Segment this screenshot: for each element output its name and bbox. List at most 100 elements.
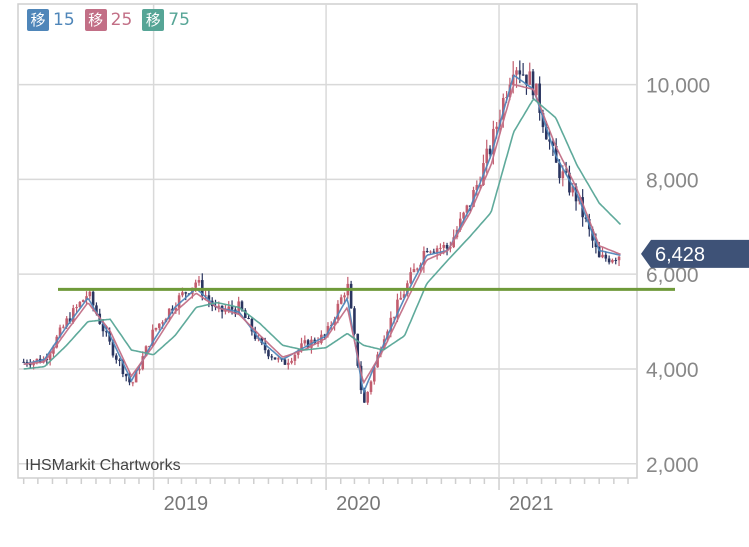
candle-body [75,307,78,309]
legend-item-ma25[interactable]: 移 25 [84,9,132,31]
candle-body [339,297,343,304]
candle-body [574,186,578,202]
candle-body [458,218,462,230]
candle-body [105,331,108,333]
candle-body [505,96,508,98]
legend-badge-ma15: 移 [27,9,49,31]
candle-body [101,323,105,332]
candle-body [303,340,307,344]
candle-body [85,296,88,301]
candle-body [564,171,568,173]
candle-body [157,323,161,328]
candle-body [277,358,280,360]
candle-body [273,357,277,360]
price-candles [22,60,621,405]
candle-body [465,205,469,213]
candle-body [227,306,231,310]
legend-badge-ma75: 移 [142,9,165,31]
candle-body [554,145,558,163]
candle-body [260,337,264,344]
candle-body [62,326,65,328]
candle-body [611,259,614,263]
candle-body [442,245,446,248]
legend: 移 15 移 25 移 75 [27,9,190,31]
candle-body [475,185,479,191]
candle-body [399,297,403,300]
candle-body [68,318,72,323]
candle-body [286,362,290,365]
candle-body [412,269,416,273]
candle-body [429,251,432,253]
candle-body [194,282,197,288]
candle-body [571,186,575,193]
candle-body [551,141,555,146]
candle-body [174,307,178,311]
candle-body [488,148,492,155]
candle-body [134,370,138,383]
candle-body [501,97,505,120]
candle-body [161,322,164,324]
candle-body [323,334,326,336]
candle-body [58,327,62,337]
candle-body [392,316,396,318]
candle-body [415,268,419,270]
legend-item-ma75[interactable]: 移 75 [142,9,190,31]
ma-line-25 [23,83,621,385]
candle-body [22,361,25,363]
candle-body [167,308,171,319]
legend-period-ma15: 15 [53,10,75,30]
candle-body [184,292,188,294]
candle-body [601,254,604,258]
candle-body [118,359,121,361]
watermark: IHSMarkit Chartworks [25,457,181,474]
candle-body [369,381,373,392]
candle-body [343,295,346,298]
candle-body [28,363,32,366]
x-tick-label: 2019 [164,493,209,515]
y-tick-label: 6,000 [646,264,699,287]
candle-body [568,172,571,193]
gridlines [17,3,638,490]
candle-body [561,171,565,179]
candle-body [253,331,257,339]
candle-body [617,256,621,261]
x-tick-label: 2020 [336,493,381,515]
candle-body [614,259,618,261]
candle-body [531,71,535,96]
candle-body [409,272,412,284]
candle-body [316,342,320,344]
plot-frame [17,3,638,479]
candle-body [389,317,393,332]
candle-body [366,391,369,403]
last-price-badge-shape [641,239,749,268]
candle-body [250,318,254,332]
candle-body [144,346,148,357]
candle-body [607,258,611,263]
candle-body [396,299,399,317]
candle-body [422,250,426,265]
candle-body [181,292,184,296]
candle-body [290,360,293,363]
axes: 2,000 4,000 6,000 8,000 10,000 2019 2020 2021 [164,75,711,515]
candle-body [283,359,287,365]
candle-body [521,74,525,76]
candle-body [121,360,125,375]
candle-body [435,248,439,253]
candle-body [462,212,465,219]
candle-body [207,295,211,301]
candle-body [42,359,45,363]
candle-body [558,162,561,179]
candle-body [492,128,495,155]
x-tick-label: 2021 [509,493,554,515]
legend-item-ma15[interactable]: 移 15 [27,9,75,31]
candle-body [336,303,340,320]
candle-body [124,374,128,377]
candle-body [114,355,118,360]
candle-body [230,306,234,310]
candle-body [270,356,274,358]
candle-body [544,127,548,140]
candle-body [548,139,551,142]
legend-period-ma75: 75 [168,10,190,30]
candle-body [204,295,207,297]
